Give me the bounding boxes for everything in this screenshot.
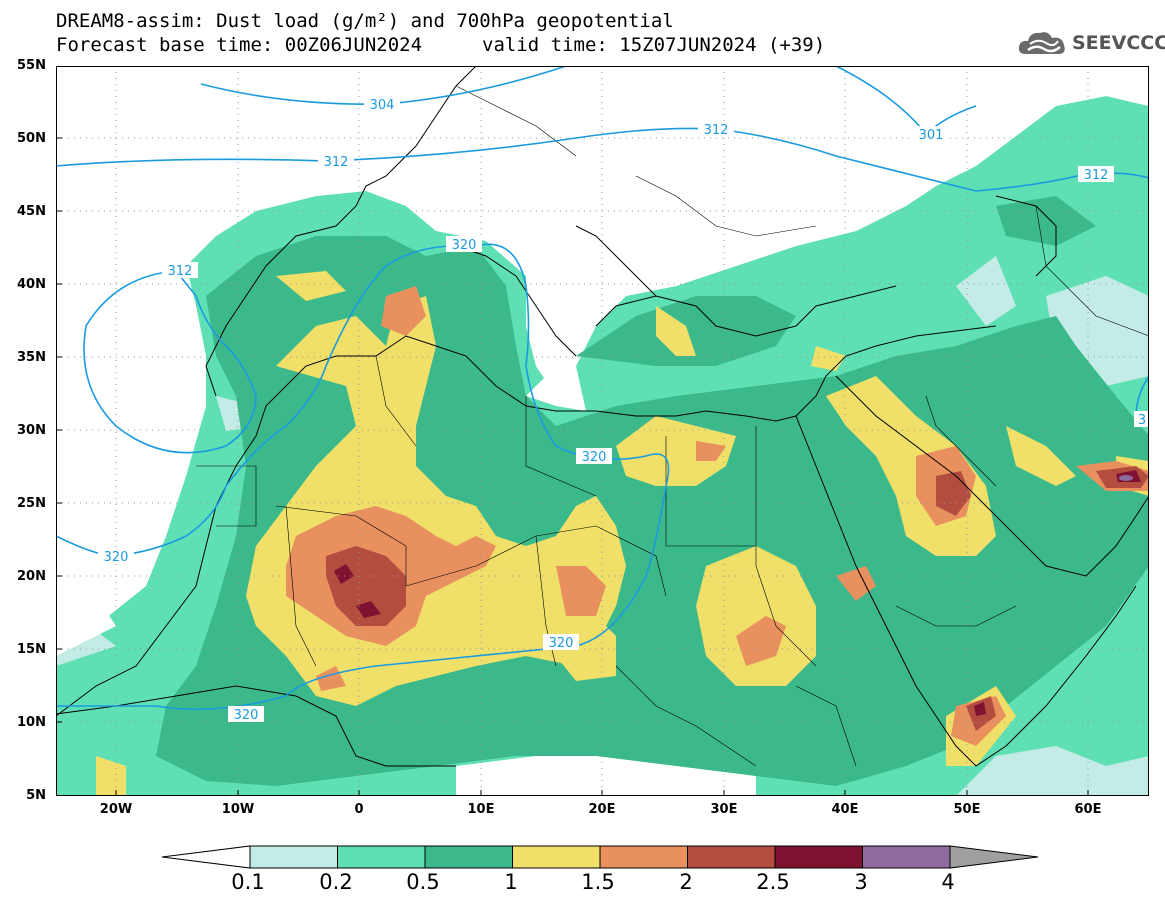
colorbar-cell [862,845,951,869]
colorbar [161,845,1039,869]
valid-time: valid time: 15Z07JUN2024 (+39) [482,34,826,56]
lat-label-40n: 40N [17,277,46,292]
contour-label-312-west: 312 [324,155,349,170]
coastlines [56,66,1149,767]
dust-level-3-area [1119,475,1133,481]
seevccc-logo: SEEVCCC [1018,28,1165,58]
graticule [56,66,1149,796]
colorbar-cell [512,845,601,869]
contour-label-320-sahel: 320 [549,636,574,651]
colorbar-label-0-1: 0.1 [231,870,265,894]
contour-labels: 304 312 312 312 301 312 320 320 320 320 … [98,96,1149,723]
lon-label-40e: 40E [831,802,859,817]
colorbar-cell [774,845,863,869]
lat-label-20n: 20N [17,569,46,584]
lon-label-50e: 50E [953,802,981,817]
colorbar-label-1-5: 1.5 [581,870,615,894]
contour-label-304: 304 [370,98,395,113]
lat-label-15n: 15N [17,642,46,657]
colorbar-label-4: 4 [941,870,955,894]
contour-label-edge: 3 [1138,413,1146,428]
dust-map: 304 312 312 312 301 312 320 320 320 320 … [56,66,1149,796]
lat-label-25n: 25N [17,496,46,511]
colorbar-cell [337,845,426,869]
colorbar-cell-below [161,845,251,869]
lat-label-45n: 45N [17,204,46,219]
contour-label-320-south: 320 [234,708,259,723]
colorbar-cell [687,845,776,869]
lon-label-20w: 20W [99,802,133,817]
colorbar-label-2: 2 [679,870,693,894]
cloud-icon [1018,32,1065,54]
colorbar-label-3: 3 [854,870,868,894]
contour-label-301: 301 [919,128,944,143]
contour-label-312-atlantic: 312 [168,264,193,279]
logo-text: SEEVCCC [1072,32,1165,54]
lat-label-55n: 55N [17,58,46,73]
lon-label-10e: 10E [467,802,495,817]
contour-label-312-east: 312 [1084,168,1109,183]
colorbar-cell-above [949,845,1039,869]
map-title: DREAM8-assim: Dust load (g/m²) and 700hP… [56,10,674,32]
colorbar-cell [599,845,688,869]
contour-label-320-mediterranean: 320 [452,238,477,253]
lat-label-5n: 5N [26,788,46,803]
lat-label-35n: 35N [17,350,46,365]
lat-label-10n: 10N [17,715,46,730]
colorbar-label-1: 1 [504,870,518,894]
contour-label-320-atlantic: 320 [104,550,129,565]
lat-label-30n: 30N [17,423,46,438]
lon-label-60e: 60E [1074,802,1102,817]
colorbar-label-2-5: 2.5 [756,870,790,894]
colorbar-label-0-2: 0.2 [319,870,353,894]
contour-label-312-central: 312 [704,123,729,138]
colorbar-cell [249,845,338,869]
lat-label-50n: 50N [17,131,46,146]
lon-label-0: 0 [354,802,364,817]
contour-label-320-egypt: 320 [582,450,607,465]
forecast-base-time: Forecast base time: 00Z06JUN2024 [56,34,423,56]
lon-label-20e: 20E [588,802,616,817]
colorbar-label-0-5: 0.5 [406,870,440,894]
lon-label-30e: 30E [710,802,738,817]
lon-label-10w: 10W [221,802,255,817]
axis-ticks [56,137,1089,796]
colorbar-cell [424,845,513,869]
